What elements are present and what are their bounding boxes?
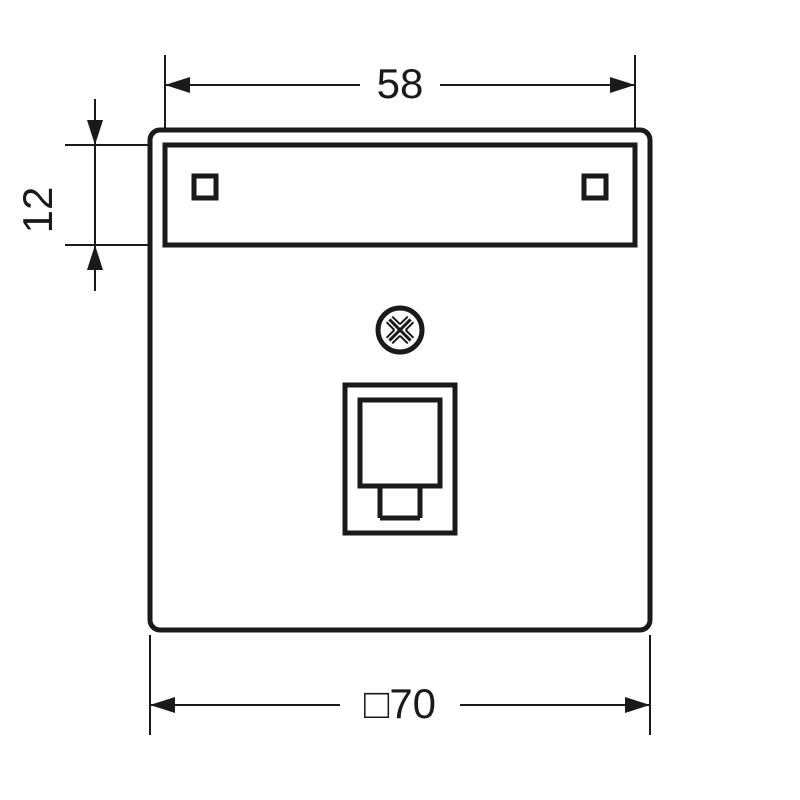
rj-socket [345,385,455,533]
label-hole-right [584,176,606,198]
label-panel [165,145,635,245]
dimension-top-value: 58 [377,60,424,107]
plate-outer [150,130,650,630]
dimension-left-value: 12 [14,187,61,234]
screw-icon [378,308,422,352]
dimension-bottom: □70 [150,635,650,735]
dimension-left: 12 [14,99,150,291]
dimension-top: 58 [165,55,635,130]
technical-drawing: 58 12 □70 [0,0,800,800]
face-plate [150,130,650,630]
dimension-bottom-value: □70 [364,680,436,727]
label-hole-left [194,176,216,198]
